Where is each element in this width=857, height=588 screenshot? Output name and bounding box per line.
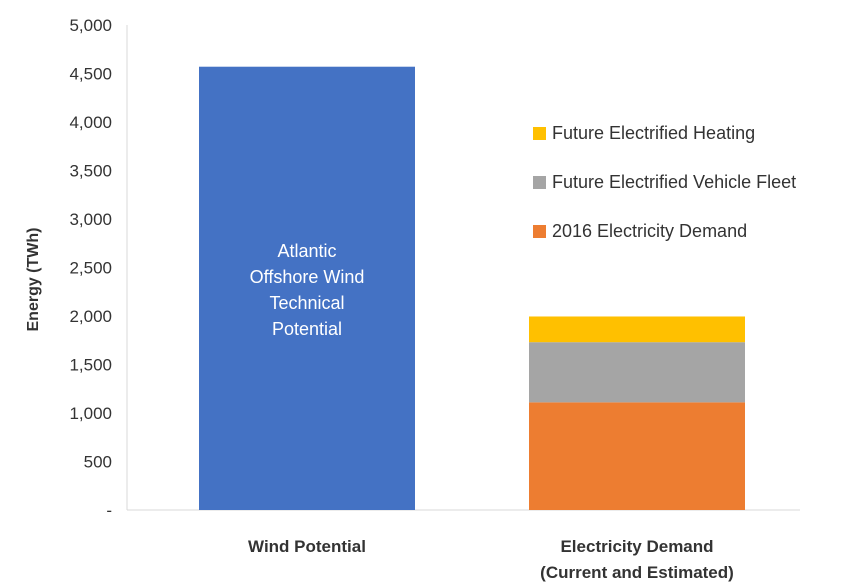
x-category-label: (Current and Estimated) bbox=[540, 563, 734, 582]
y-tick-label: 1,000 bbox=[69, 404, 112, 423]
x-category-label: Wind Potential bbox=[248, 537, 366, 556]
labels: Wind Potential Electricity Demand (Current… bbox=[248, 241, 734, 582]
y-tick-label: 3,000 bbox=[69, 210, 112, 229]
bar-inside-label: Offshore Wind bbox=[250, 267, 365, 287]
y-axis-title: Energy (TWh) bbox=[25, 228, 42, 332]
legend-label: 2016 Electricity Demand bbox=[552, 221, 747, 241]
bar-segment bbox=[199, 66, 415, 511]
y-tick-label: 4,500 bbox=[69, 65, 112, 84]
x-category-label: Electricity Demand bbox=[560, 537, 713, 556]
legend: Future Electrified Heating Future Electri… bbox=[533, 123, 796, 241]
bar-inside-label: Atlantic bbox=[277, 241, 336, 261]
bar-inside-label: Technical bbox=[269, 293, 344, 313]
bar-inside-label: Potential bbox=[272, 319, 342, 339]
legend-label: Future Electrified Heating bbox=[552, 123, 755, 143]
y-tick-label: 2,500 bbox=[69, 259, 112, 278]
bars bbox=[199, 66, 745, 511]
axes: - 500 1,000 1,500 2,000 2,500 3,000 3,500 4,000 4… bbox=[25, 16, 800, 520]
y-tick-label: - bbox=[106, 501, 112, 520]
legend-label: Future Electrified Vehicle Fleet bbox=[552, 172, 796, 192]
legend-swatch bbox=[533, 127, 546, 140]
bar-segment bbox=[529, 402, 745, 510]
y-tick-label: 3,500 bbox=[69, 162, 112, 181]
bar-segment bbox=[529, 316, 745, 343]
legend-swatch bbox=[533, 176, 546, 189]
legend-swatch bbox=[533, 225, 546, 238]
y-tick-label: 2,000 bbox=[69, 307, 112, 326]
y-tick-label: 1,500 bbox=[69, 356, 112, 375]
y-tick-label: 5,000 bbox=[69, 16, 112, 35]
bar-segment bbox=[529, 342, 745, 403]
y-tick-label: 4,000 bbox=[69, 113, 112, 132]
y-tick-label: 500 bbox=[84, 453, 112, 472]
